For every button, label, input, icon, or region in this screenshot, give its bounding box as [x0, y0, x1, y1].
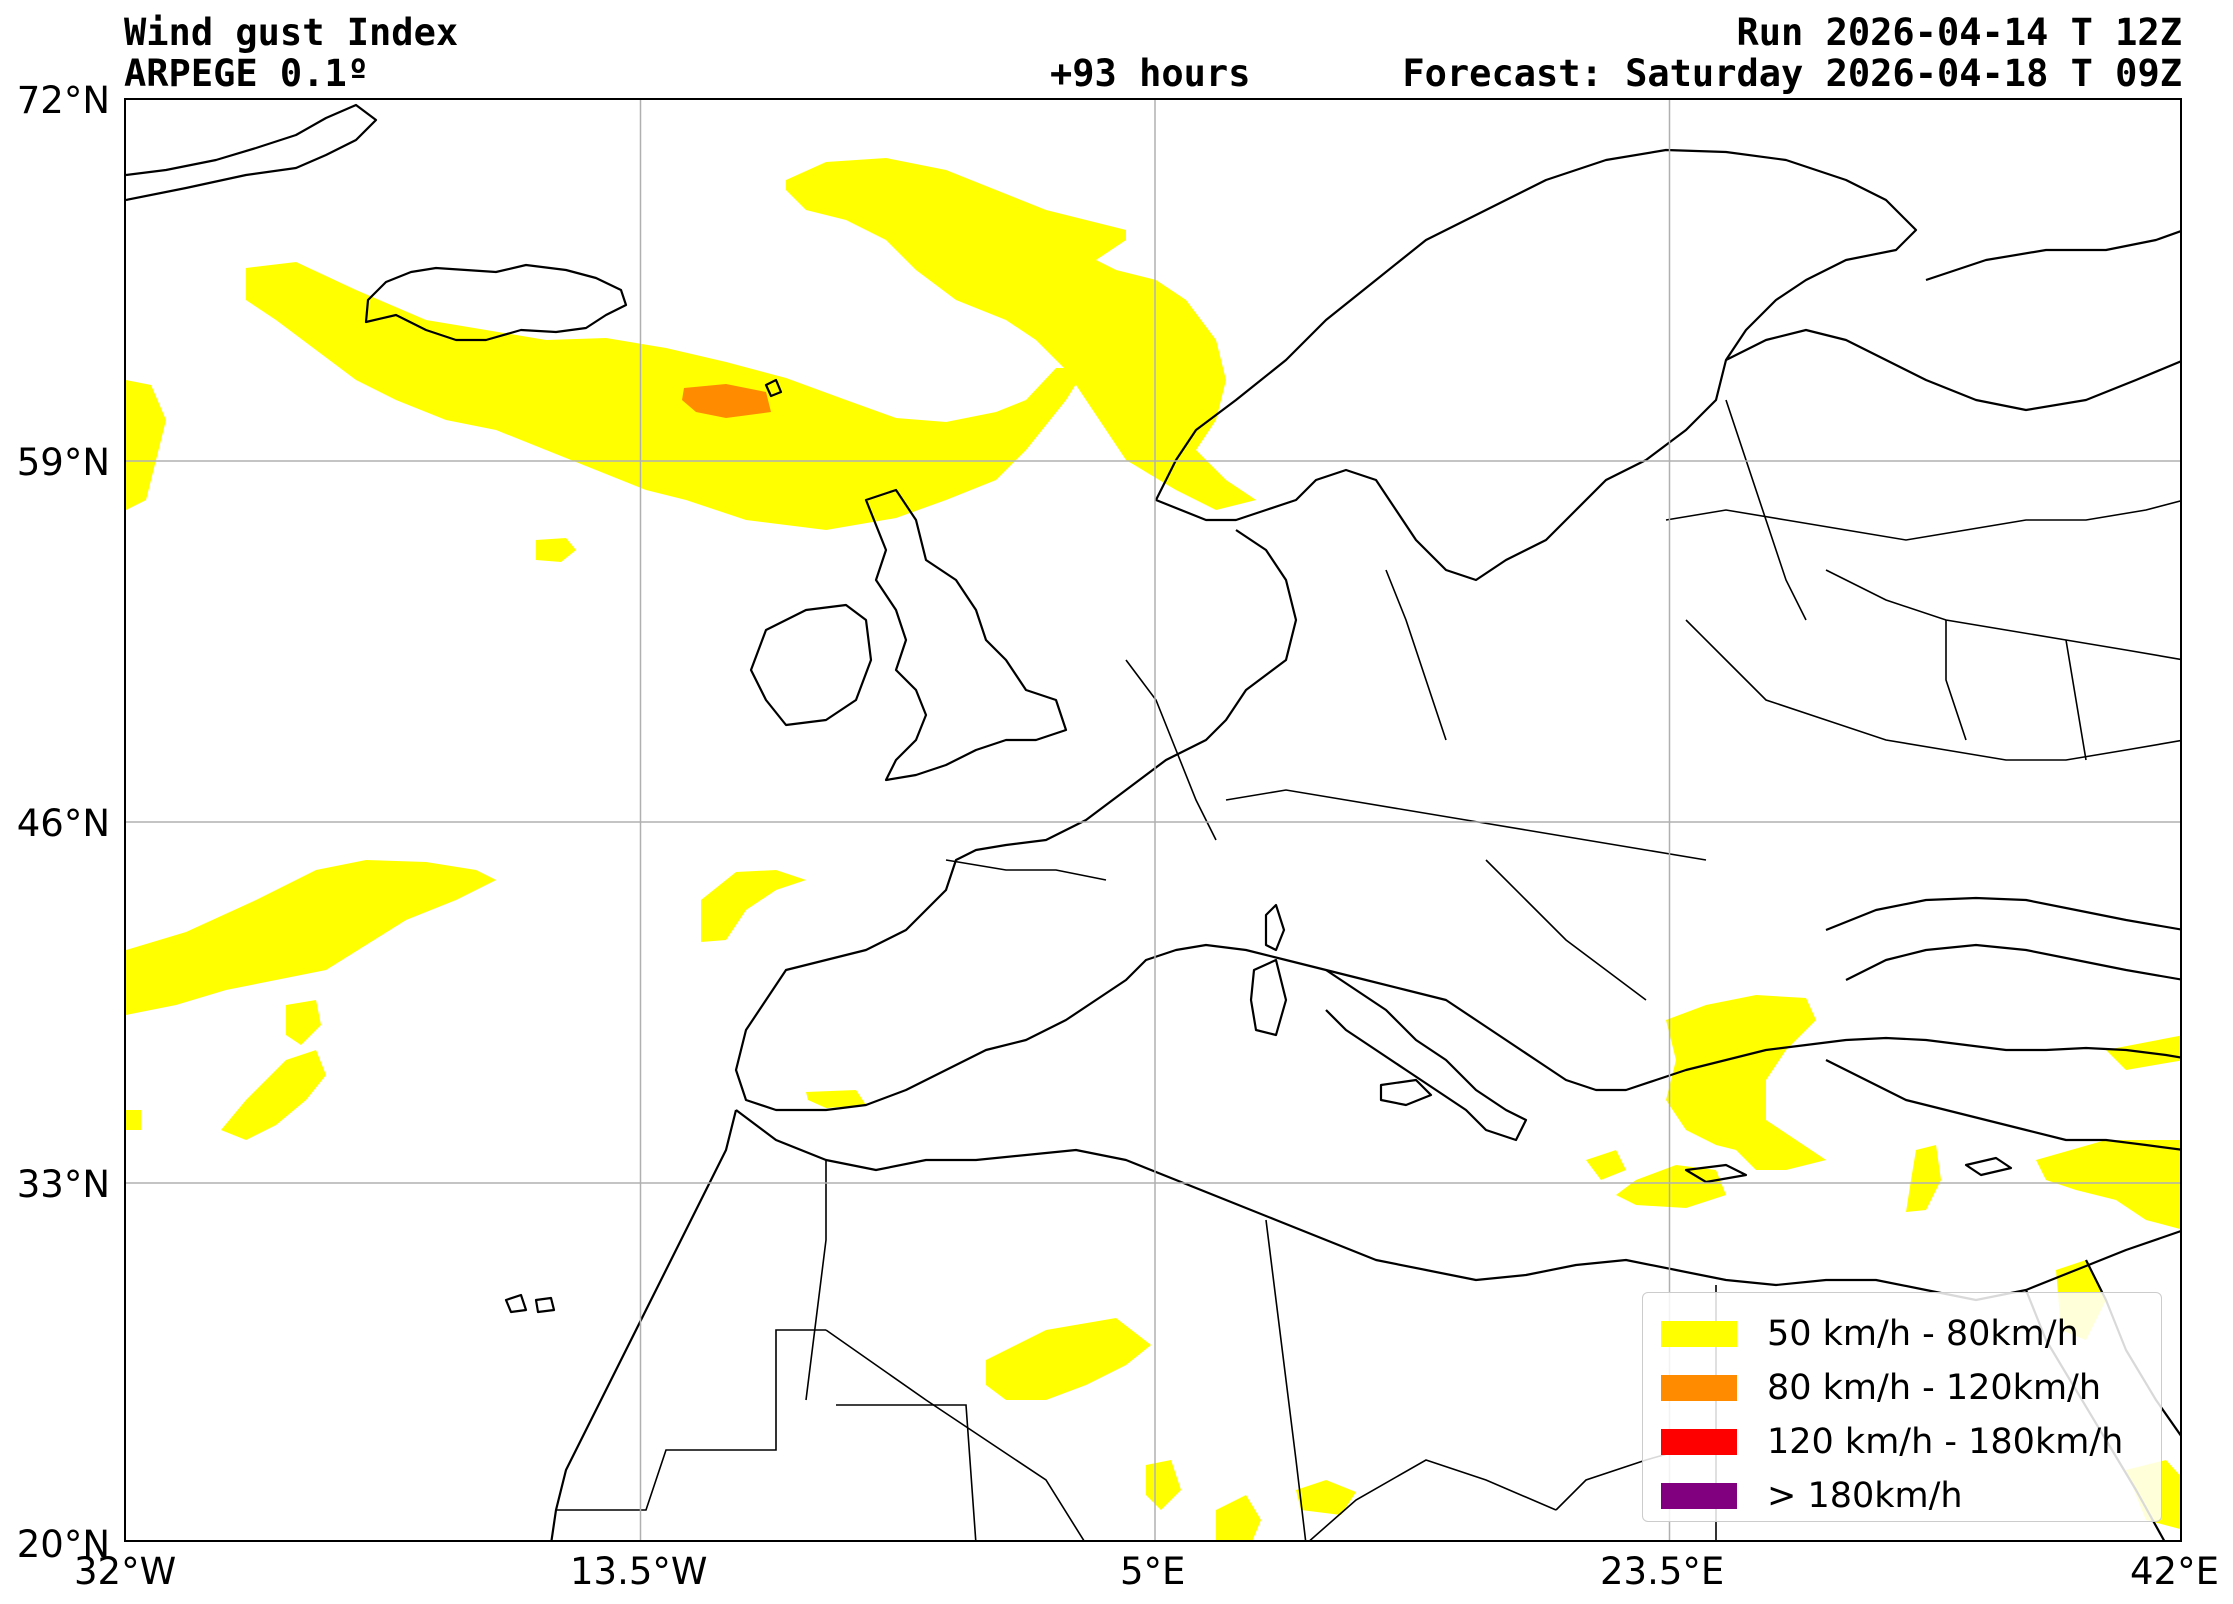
legend-label-over-180: > 180km/h [1767, 1476, 1963, 1516]
gust-area-mid-atlantic [126, 860, 496, 1015]
lat-tick-46: 46°N [16, 802, 110, 845]
legend-label-80-120: 80 km/h - 120km/h [1767, 1368, 2102, 1408]
gust-area-sahara-south-3 [1296, 1480, 1356, 1515]
coast-italy [1325, 969, 1528, 1142]
legend: 50 km/h - 80km/h 80 km/h - 120km/h 120 k… [1642, 1292, 2162, 1522]
coast-ireland [749, 603, 873, 727]
lat-tick-20: 20°N [16, 1523, 110, 1566]
lead-time: +93 hours [1050, 52, 1251, 95]
border-france-spain [945, 859, 1107, 881]
gust-area-libya [1586, 1150, 1626, 1180]
legend-swatch-orange [1661, 1375, 1737, 1401]
legend-swatch-yellow [1661, 1321, 1737, 1347]
border-niger [1309, 1459, 1557, 1540]
lon-tick-32w: 32°W [74, 1550, 177, 1593]
coast-faroe [764, 378, 783, 398]
gust-area-80-120 [682, 384, 771, 418]
lat-tick-72: 72°N [16, 79, 110, 122]
gust-area-west-edge-north [126, 380, 166, 510]
border-germany-poland [1385, 569, 1447, 741]
gust-area-norwegian-sea [786, 158, 1256, 510]
coast-greenland [126, 103, 378, 202]
coast-sicily [1379, 1078, 1433, 1107]
coast-cyprus [1964, 1156, 2013, 1177]
legend-item-80-120: 80 km/h - 120km/h [1661, 1361, 2143, 1415]
gust-area-sahara [986, 1318, 1151, 1400]
border-france-germany [1125, 659, 1217, 841]
gust-area-small-58n [536, 538, 576, 562]
legend-item-50-80: 50 km/h - 80km/h [1661, 1307, 2143, 1361]
coast-kola [1925, 230, 2180, 282]
coast-sardinia [1249, 958, 1288, 1037]
border-central [1225, 789, 1707, 861]
model-name: ARPEGE 0.1º [124, 52, 370, 95]
coast-turkey [1825, 1059, 2180, 1151]
gust-area-azores-south [221, 1050, 326, 1140]
gust-area-east-med [1906, 1145, 1941, 1212]
border-western-sahara [556, 1329, 826, 1511]
gust-areas-50-80 [126, 158, 2180, 1540]
coast-canaries [504, 1293, 556, 1314]
border-balkans [1485, 859, 1647, 1001]
coast-finland [1725, 328, 2180, 412]
legend-item-over-180: > 180km/h [1661, 1469, 2143, 1523]
lon-tick-5e: 5°E [1120, 1550, 1186, 1593]
gust-area-biscay [701, 870, 806, 942]
legend-item-120-180: 120 km/h - 180km/h [1661, 1415, 2143, 1469]
coast-black-sea-north [1825, 896, 2180, 932]
gust-area-sahara-south-1 [1146, 1460, 1181, 1510]
map-title: Wind gust Index [124, 11, 459, 54]
border-ukraine [1685, 619, 2180, 761]
coast-europe-main [734, 529, 2180, 1112]
gust-area-sahara-south-2 [1216, 1495, 1261, 1540]
lon-tick-42e: 42°E [2130, 1550, 2219, 1593]
lat-tick-33: 33°N [16, 1163, 110, 1206]
gust-area-west-edge-south [126, 1110, 141, 1130]
coast-morocco [550, 1109, 738, 1540]
border-mali [825, 1329, 1085, 1540]
coast-scandinavia [1154, 148, 1918, 582]
legend-swatch-red [1661, 1429, 1737, 1455]
border-mauritania [836, 1404, 977, 1540]
lat-tick-59: 59°N [16, 441, 110, 484]
legend-swatch-purple [1661, 1483, 1737, 1509]
map-canvas [126, 100, 2180, 1540]
gust-area-aegean [1666, 995, 1826, 1170]
legend-label-120-180: 120 km/h - 180km/h [1767, 1422, 2124, 1462]
border-east-grid-2 [1945, 620, 2087, 761]
coast-iceland [364, 263, 628, 342]
border-algeria-morocco [805, 1160, 827, 1401]
border-east-grid-1 [1825, 569, 2180, 661]
border-russia [1725, 399, 1807, 621]
coast-crete [1684, 1163, 1748, 1184]
gust-area-azores [286, 1000, 321, 1045]
forecast-time: Forecast: Saturday 2026-04-18 T 09Z [1402, 52, 2182, 95]
lon-tick-23-5e: 23.5°E [1600, 1550, 1725, 1593]
coast-great-britain [864, 488, 1068, 782]
coast-black-sea [1845, 943, 2180, 981]
run-time: Run 2026-04-14 T 12Z [1736, 11, 2182, 54]
legend-label-50-80: 50 km/h - 80km/h [1767, 1314, 2079, 1354]
gridlines [126, 100, 2180, 1540]
gust-area-cretan-sea [1616, 1165, 1726, 1208]
border-algeria-libya [1265, 1219, 1307, 1540]
lon-tick-13-5w: 13.5°W [570, 1550, 708, 1593]
border-baltic [1665, 500, 2180, 541]
coast-north-africa [735, 1109, 2180, 1302]
gust-area-levant [2036, 1140, 2180, 1229]
gust-area-north-atlantic [246, 262, 1086, 530]
gust-area-gibraltar [806, 1090, 866, 1108]
coast-corsica [1264, 903, 1286, 952]
